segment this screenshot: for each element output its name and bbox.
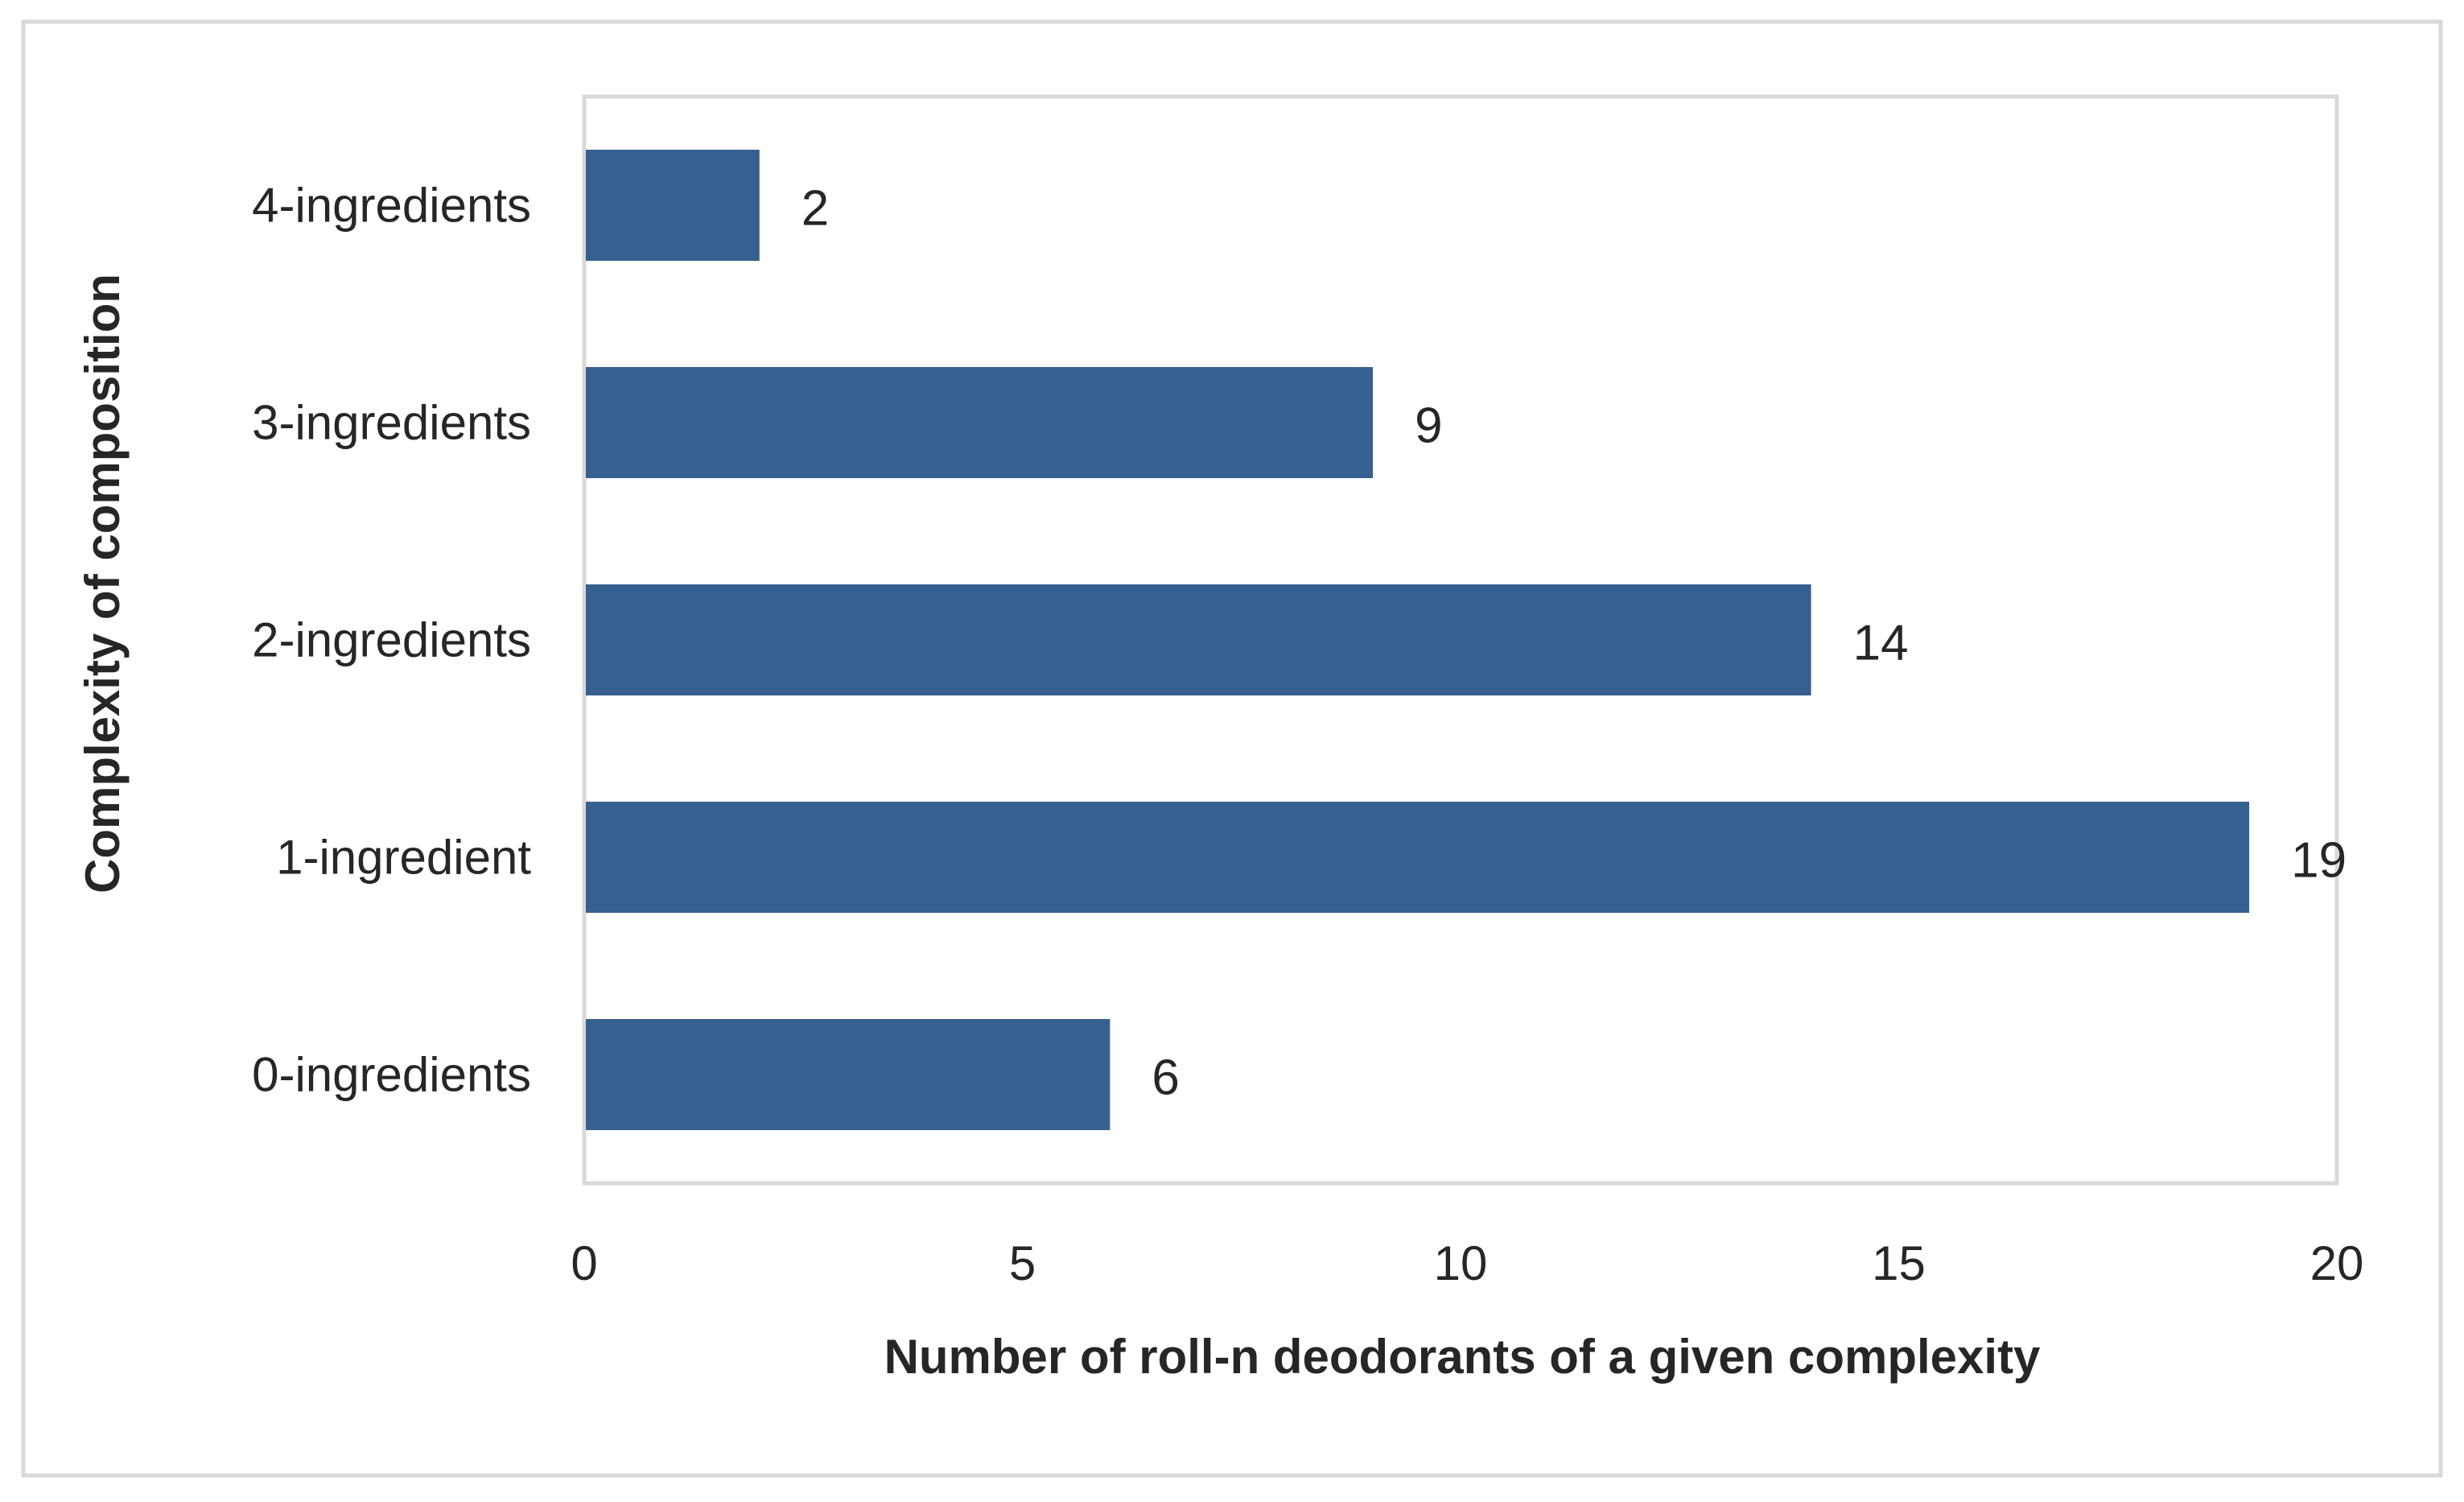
- x-axis-title: Number of roll-n deodorants of a given c…: [884, 1330, 2041, 1384]
- plot-area: [582, 94, 2339, 1186]
- x-tick-label: 5: [1009, 1236, 1036, 1290]
- x-tick-label: 20: [2310, 1236, 2364, 1290]
- y-axis-title: Complexity of composition: [76, 274, 130, 893]
- bar-1-ingredient: [586, 802, 2250, 913]
- category-label: 3-ingredients: [252, 396, 531, 450]
- data-label: 19: [2291, 833, 2347, 889]
- bar-4-ingredients: [586, 150, 760, 261]
- x-tick-label: 15: [1872, 1236, 1926, 1290]
- x-tick-label: 10: [1434, 1236, 1488, 1290]
- x-tick-labels: 0 5 10 15 20: [571, 1236, 2363, 1290]
- data-label: 9: [1415, 398, 1442, 454]
- category-labels: 0-ingredients 1-ingredient 2-ingredients 3-…: [252, 179, 531, 1102]
- data-labels: 6 19 14 9 2: [801, 181, 2347, 1106]
- bars-group: [586, 150, 2250, 1130]
- chart-frame: [21, 19, 2443, 1478]
- data-label: 14: [1853, 616, 1909, 671]
- data-label: 2: [801, 181, 829, 237]
- category-label: 0-ingredients: [252, 1048, 531, 1102]
- bar-0-ingredients: [586, 1019, 1110, 1130]
- category-label: 2-ingredients: [252, 613, 531, 667]
- data-label: 6: [1152, 1050, 1179, 1106]
- bar-2-ingredients: [586, 584, 1811, 695]
- category-label: 1-ingredient: [276, 831, 531, 885]
- bar-3-ingredients: [586, 367, 1374, 478]
- x-tick-label: 0: [571, 1236, 597, 1290]
- category-label: 4-ingredients: [252, 179, 531, 233]
